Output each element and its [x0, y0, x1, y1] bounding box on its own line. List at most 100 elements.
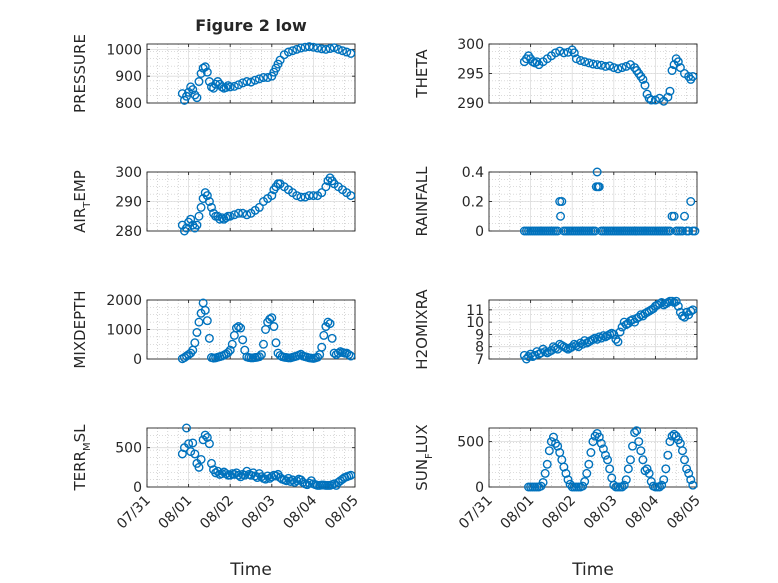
mixdepth-data-point — [236, 323, 246, 333]
mixdepth-data-point — [329, 348, 339, 358]
terr-msl-ylabel-text-rest: SL — [71, 424, 89, 443]
sun-flux-data-point — [644, 468, 654, 478]
pressure-data-point — [317, 44, 327, 54]
h2omixra-series — [519, 296, 698, 364]
sun-flux-data-point — [542, 459, 552, 469]
theta-data-point — [584, 58, 594, 68]
pressure-data-point — [223, 81, 233, 91]
pressure-data-point — [300, 42, 310, 52]
air-temp-data-point — [202, 191, 212, 201]
terr-msl-series — [177, 423, 356, 490]
pressure-data-point — [283, 47, 293, 57]
air-temp-data-point — [225, 211, 235, 221]
theta-data-point — [600, 61, 610, 71]
theta-data-point — [673, 57, 683, 67]
sun-flux-xtick-label: 08/03 — [581, 493, 621, 533]
air-temp-series — [177, 173, 356, 236]
mixdepth-series — [177, 298, 356, 364]
rainfall-data-point — [594, 182, 604, 192]
air-temp-panel: 280 290 300 AIRTEMP — [71, 165, 356, 240]
mixdepth-data-point — [265, 314, 275, 324]
terr-msl-data-point — [204, 439, 214, 449]
sun-flux-ylabel-text-rest: LUX — [413, 424, 431, 453]
theta-ylabel-text: THETA — [413, 49, 431, 99]
rainfall-data-point — [665, 226, 675, 236]
air-temp-data-point — [254, 202, 264, 212]
mixdepth-ytick-label: 1000 — [106, 323, 142, 339]
theta-data-point — [663, 92, 673, 102]
pressure-data-point — [292, 44, 302, 54]
h2omixra-ylabel: H2OMIXRA — [413, 289, 431, 370]
sun-flux-data-point — [551, 438, 561, 448]
air-temp-data-point — [217, 213, 227, 223]
pressure-data-point — [258, 73, 268, 83]
terr-msl-data-point — [221, 469, 231, 479]
sun-flux-data-point — [605, 464, 615, 474]
rainfall-ylabel: RAINFALL — [413, 166, 431, 237]
sun-flux-data-point — [632, 426, 642, 436]
sun-flux-data-point — [609, 480, 619, 490]
air-temp-data-point — [234, 208, 244, 218]
theta-data-point — [551, 48, 561, 58]
pressure-ylabel: PRESSURE — [71, 34, 89, 113]
theta-series — [519, 45, 698, 106]
air-temp-data-point — [204, 196, 214, 206]
theta-ytick-label: 295 — [457, 67, 484, 83]
terr-msl-data-point — [263, 471, 273, 481]
sun-flux-data-point — [586, 448, 596, 458]
air-temp-data-point — [206, 202, 216, 212]
sun-flux-data-point — [665, 437, 675, 447]
rainfall-data-point — [553, 226, 563, 236]
mixdepth-data-point — [269, 322, 279, 332]
mixdepth-data-point — [346, 351, 356, 361]
sun-flux-data-point — [563, 475, 573, 485]
mixdepth-data-point — [238, 335, 248, 345]
h2omixra-data-point — [688, 305, 698, 315]
mixdepth-data-point — [194, 317, 204, 327]
air-temp-data-point — [267, 191, 277, 201]
mixdepth-data-point — [271, 338, 281, 348]
sun-flux-data-point — [686, 475, 696, 485]
terr-msl-xtick-label: 08/05 — [322, 493, 362, 533]
theta-data-point — [613, 64, 623, 74]
rainfall-panel: 0 0.2 0.4 RAINFALL — [413, 165, 700, 240]
theta-data-point — [559, 48, 569, 58]
pressure-data-point — [200, 62, 210, 72]
mixdepth-ylabel: MIXDEPTH — [71, 290, 89, 368]
sun-flux-xlabel: Time — [571, 560, 614, 580]
pressure-data-point — [225, 82, 235, 92]
sun-flux-ytick-label: 500 — [457, 435, 484, 451]
sun-flux-data-point — [680, 455, 690, 465]
sun-flux-data-point — [544, 446, 554, 456]
air-temp-data-point — [242, 210, 252, 220]
terr-msl-ytick-label: 500 — [115, 441, 142, 457]
mixdepth-data-point — [258, 339, 268, 349]
rainfall-data-point — [556, 211, 566, 221]
h2omixra-ytick-label: 7 — [475, 352, 484, 368]
air-temp-data-point — [221, 213, 231, 223]
sun-flux-data-point — [603, 455, 613, 465]
air-temp-ylabel: AIRTEMP — [71, 170, 93, 233]
mixdepth-data-point — [204, 333, 214, 343]
sun-flux-data-point — [596, 438, 606, 448]
pressure-data-point — [217, 82, 227, 92]
terr-msl-ylabel-text: TERR — [71, 451, 89, 492]
air-temp-data-point — [192, 220, 202, 230]
theta-data-point — [571, 54, 581, 64]
air-temp-data-point — [317, 188, 327, 198]
h2omixra-ylabel-text: H2OMIXRA — [413, 289, 431, 370]
mixdepth-data-point — [344, 350, 354, 360]
theta-ytick-label: 290 — [457, 96, 484, 112]
sun-flux-ylabel-subscript: F — [424, 453, 435, 459]
mixdepth-data-point — [190, 338, 200, 348]
sun-flux-data-point — [623, 464, 633, 474]
mixdepth-data-point — [254, 352, 264, 362]
mixdepth-data-point — [323, 317, 333, 327]
pressure-data-point — [242, 77, 252, 87]
rainfall-data-point — [690, 226, 700, 236]
air-temp-data-point — [292, 191, 302, 201]
rainfall-ylabel-text: RAINFALL — [413, 166, 431, 237]
theta-data-point — [675, 63, 685, 73]
